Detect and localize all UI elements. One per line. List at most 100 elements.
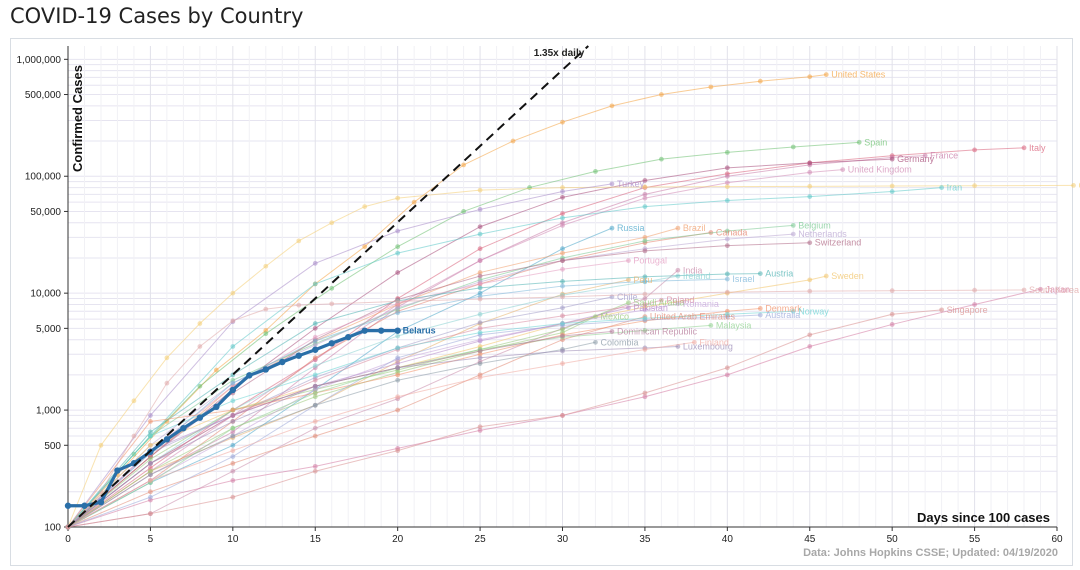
- series-singapore: [65, 307, 945, 530]
- data-point: [807, 169, 813, 175]
- data-point: [757, 312, 763, 318]
- data-point: [642, 234, 648, 240]
- data-point: [148, 478, 153, 483]
- data-point: [263, 306, 269, 312]
- data-point: [972, 147, 977, 153]
- data-point: [560, 246, 565, 252]
- series-turkey: [65, 181, 615, 530]
- series-label: Canada: [716, 228, 748, 238]
- series-line: [67, 183, 613, 528]
- series-label: United States: [831, 70, 886, 80]
- data-point: [395, 270, 401, 275]
- series-label: Switzerland: [815, 238, 862, 248]
- series-label: Turkey: [617, 179, 645, 189]
- data-point: [230, 494, 236, 500]
- data-point: [395, 448, 401, 454]
- axes: 0 5 10 15 20 25 30 35 40 45 50 55 60 100 500 1,000 5,000…: [17, 46, 1063, 545]
- data-point: [477, 325, 483, 331]
- data-point: [560, 266, 565, 272]
- series-label: India: [683, 265, 703, 275]
- data-point: [395, 310, 401, 316]
- data-point: [197, 321, 203, 326]
- data-point: [560, 119, 565, 125]
- data-point: [790, 144, 796, 150]
- data-point: [279, 358, 286, 366]
- data-point: [477, 270, 483, 275]
- data-point: [724, 173, 730, 179]
- data-point: [196, 414, 204, 421]
- series-label: Ireland: [683, 271, 711, 281]
- x-tick-label: 60: [1051, 534, 1063, 545]
- data-point: [675, 267, 681, 273]
- data-point: [642, 302, 648, 307]
- data-point: [312, 342, 318, 348]
- data-point: [312, 355, 318, 361]
- series-label: United Kingdom: [848, 165, 912, 175]
- data-point: [609, 329, 615, 334]
- data-point: [790, 231, 796, 237]
- data-point: [164, 355, 170, 361]
- data-point: [230, 425, 236, 431]
- data-point: [642, 191, 648, 197]
- data-point: [642, 291, 648, 297]
- data-point: [1071, 182, 1076, 188]
- data-point: [724, 271, 730, 277]
- data-point: [560, 321, 565, 326]
- data-point: [477, 246, 483, 252]
- data-point: [939, 307, 945, 313]
- data-point: [560, 222, 565, 228]
- data-point: [230, 433, 236, 439]
- page-title: COVID-19 Cases by Country: [10, 4, 304, 28]
- series-label: Germany: [897, 154, 935, 164]
- series-label: Colombia: [600, 337, 638, 347]
- data-point: [560, 189, 565, 194]
- series-line: [67, 227, 679, 528]
- series-label: Russia: [617, 223, 645, 233]
- data-point: [312, 346, 319, 353]
- data-point: [296, 302, 302, 308]
- data-point: [312, 383, 318, 389]
- data-point: [642, 274, 648, 280]
- data-point: [148, 472, 153, 478]
- y-tick-label: 500: [44, 441, 61, 452]
- data-point: [263, 263, 269, 269]
- data-point: [312, 463, 318, 469]
- data-point: [1038, 286, 1043, 292]
- data-point: [395, 365, 401, 371]
- data-point: [230, 442, 236, 448]
- y-tick-label: 500,000: [25, 90, 62, 101]
- series-label: Dominican Republic: [617, 326, 698, 336]
- data-point: [296, 238, 302, 244]
- data-point: [560, 279, 565, 284]
- data-point: [675, 301, 681, 307]
- series-line: [67, 187, 942, 528]
- data-point: [972, 302, 977, 307]
- data-point: [889, 189, 895, 194]
- data-point: [230, 344, 236, 349]
- data-point: [312, 419, 318, 424]
- data-point: [131, 398, 137, 404]
- data-point: [642, 307, 648, 313]
- data-point: [213, 367, 219, 373]
- series-line: [67, 289, 1025, 528]
- data-point: [312, 281, 318, 287]
- series-spain: [65, 139, 862, 530]
- data-point: [477, 375, 483, 380]
- series-belarus: [64, 327, 401, 509]
- series-label: Netherlands: [798, 229, 847, 239]
- series-line: [67, 279, 629, 528]
- series-label: Malaysia: [716, 320, 752, 330]
- data-point: [163, 436, 171, 443]
- series-label: Spain: [864, 137, 887, 147]
- data-point: [757, 78, 763, 84]
- x-tick-label: 20: [392, 534, 404, 545]
- data-point: [560, 215, 565, 221]
- data-point: [81, 502, 88, 509]
- y-axis-title: Confirmed Cases: [70, 65, 85, 172]
- data-point: [362, 204, 368, 209]
- data-point: [477, 231, 483, 237]
- data-point: [329, 220, 335, 226]
- data-point: [659, 92, 664, 97]
- data-point: [477, 428, 483, 433]
